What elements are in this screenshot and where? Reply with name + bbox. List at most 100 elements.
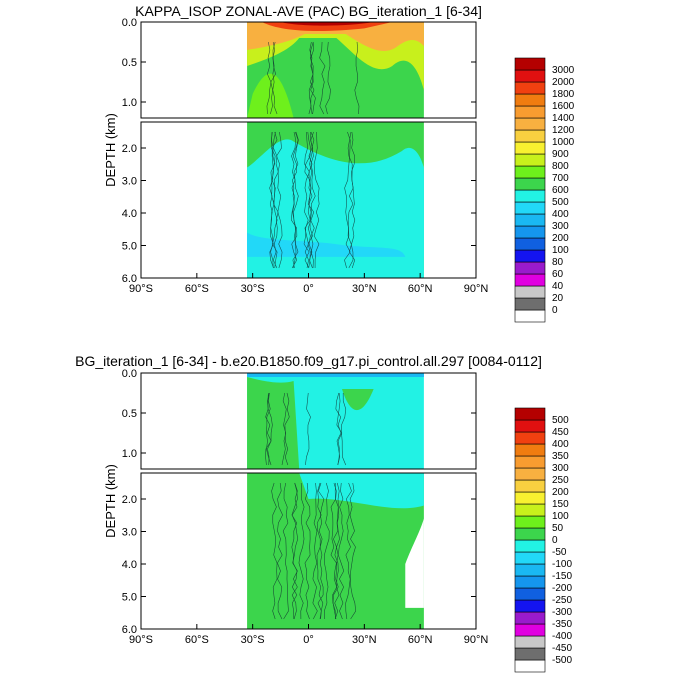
x-tick-label: 30°N bbox=[352, 283, 377, 295]
colorbar-box bbox=[514, 213, 546, 227]
y-axis-label: DEPTH (km) bbox=[103, 113, 118, 187]
y-tick-label: 3.0 bbox=[122, 527, 137, 539]
colorbar-label: -400 bbox=[552, 631, 572, 642]
contour-line bbox=[309, 41, 315, 115]
contour-line bbox=[334, 482, 340, 620]
y-tick-label: 4.0 bbox=[122, 208, 137, 220]
colorbar-box bbox=[514, 539, 546, 553]
y-tick-label: 0.0 bbox=[122, 17, 137, 29]
x-tick-label: 60°N bbox=[408, 634, 433, 646]
contour-line bbox=[307, 131, 315, 269]
colorbar-label: 450 bbox=[552, 427, 569, 438]
region-surface-blue bbox=[247, 373, 424, 377]
colorbar-box bbox=[514, 455, 546, 469]
contour-line bbox=[332, 482, 339, 620]
colorbar-label: -300 bbox=[552, 607, 572, 618]
colorbar: -500-450-400-350-300-250-200-150-100-500… bbox=[514, 407, 572, 673]
contour-line bbox=[273, 131, 279, 269]
colorbar-box bbox=[514, 57, 546, 71]
colorbar-label: 100 bbox=[552, 245, 569, 256]
colorbar-box bbox=[514, 647, 546, 661]
colorbar-box bbox=[514, 503, 546, 517]
colorbar-label: 150 bbox=[552, 499, 569, 510]
colorbar-box bbox=[514, 69, 546, 83]
contour-line bbox=[267, 392, 273, 466]
x-tick-label: 90°S bbox=[129, 283, 153, 295]
colorbar-label: 50 bbox=[552, 523, 564, 534]
chart-2: BG_iteration_1 [6-34] - b.e20.B1850.f09_… bbox=[75, 353, 572, 673]
contour-line bbox=[276, 131, 283, 269]
contour-line bbox=[349, 482, 357, 620]
colorbar-box bbox=[514, 189, 546, 203]
colorbar-box bbox=[514, 527, 546, 541]
upper-field bbox=[247, 373, 424, 469]
region-green-west bbox=[247, 377, 300, 469]
contour-line bbox=[284, 392, 290, 466]
colorbar-box bbox=[514, 81, 546, 95]
colorbar-box bbox=[514, 249, 546, 263]
y-tick-label: 1.0 bbox=[122, 97, 137, 109]
colorbar-box bbox=[514, 297, 546, 311]
contour-line bbox=[338, 482, 345, 620]
contour-line bbox=[330, 482, 338, 620]
colorbar-box bbox=[514, 141, 546, 155]
y-tick-label: 2.0 bbox=[122, 494, 137, 506]
contour-line bbox=[303, 131, 310, 269]
colorbar-label: 900 bbox=[552, 149, 569, 160]
colorbar-label: -50 bbox=[552, 547, 567, 558]
y-tick-label: 0.0 bbox=[122, 368, 137, 380]
colorbar-box bbox=[514, 309, 546, 323]
contour-line bbox=[291, 482, 298, 620]
contour-line bbox=[271, 482, 278, 620]
contour-lines bbox=[265, 392, 357, 620]
region-surface-max bbox=[280, 22, 374, 26]
colorbar-label: 200 bbox=[552, 487, 569, 498]
contour-line bbox=[310, 41, 316, 115]
colorbar-box bbox=[514, 551, 546, 565]
colorbar-box bbox=[514, 117, 546, 131]
x-tick-label: 30°S bbox=[241, 634, 265, 646]
contour-line bbox=[266, 392, 272, 466]
contour-line bbox=[354, 41, 360, 115]
contour-line bbox=[316, 482, 324, 620]
colorbar-label: 0 bbox=[552, 305, 558, 316]
colorbar-label: 600 bbox=[552, 185, 569, 196]
colorbar-box bbox=[514, 575, 546, 589]
colorbar-box bbox=[514, 443, 546, 457]
colorbar-box bbox=[514, 93, 546, 107]
colorbar-label: 800 bbox=[552, 161, 569, 172]
colorbar-label: 300 bbox=[552, 221, 569, 232]
colorbar-label: 2000 bbox=[552, 77, 575, 88]
y-axis-label: DEPTH (km) bbox=[103, 464, 118, 538]
contour-line bbox=[310, 131, 316, 269]
x-tick-label: 0° bbox=[303, 283, 314, 295]
contour-line bbox=[298, 482, 305, 620]
contour-line bbox=[291, 131, 298, 269]
contour-line bbox=[266, 41, 272, 115]
x-tick-label: 60°S bbox=[185, 634, 209, 646]
contour-line bbox=[323, 482, 330, 620]
contour-line bbox=[269, 131, 276, 269]
colorbar-label: 1400 bbox=[552, 113, 575, 124]
region-bottom-blue bbox=[247, 232, 406, 257]
colorbar-box bbox=[514, 285, 546, 299]
colorbar-box bbox=[514, 623, 546, 637]
chart-title: BG_iteration_1 [6-34] - b.e20.B1850.f09_… bbox=[75, 353, 542, 369]
y-tick-label: 6.0 bbox=[122, 273, 137, 285]
colorbar-box bbox=[514, 165, 546, 179]
y-tick-label: 5.0 bbox=[122, 592, 137, 604]
x-tick-label: 60°S bbox=[185, 283, 209, 295]
colorbar-box bbox=[514, 237, 546, 251]
colorbar-label: -100 bbox=[552, 559, 572, 570]
contour-line bbox=[312, 482, 318, 620]
contour-line bbox=[308, 41, 314, 115]
colorbar-label: 40 bbox=[552, 281, 564, 292]
x-tick-label: 30°N bbox=[352, 634, 377, 646]
region-east-slope bbox=[405, 174, 424, 257]
region-green-patch bbox=[342, 389, 374, 411]
contour-line bbox=[292, 131, 299, 269]
colorbar-label: 1600 bbox=[552, 101, 575, 112]
contour-line bbox=[349, 131, 356, 269]
contour-line bbox=[269, 131, 276, 269]
